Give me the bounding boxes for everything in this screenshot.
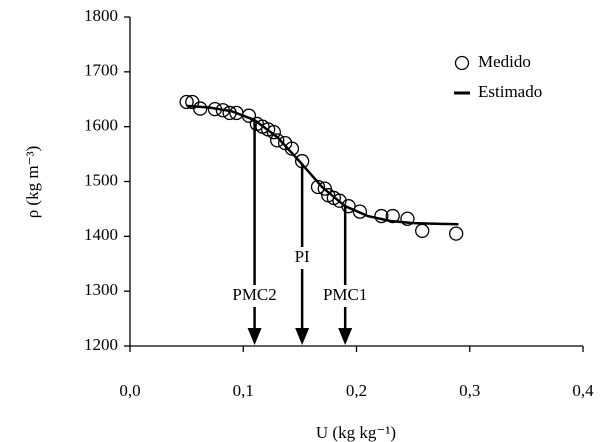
annotation-bg [289, 247, 316, 269]
y-tick-label: 1500 [84, 170, 118, 189]
annotation: PMC2 [232, 285, 276, 304]
point [374, 208, 389, 224]
point [400, 211, 415, 226]
x-axis-label: U (kg kg⁻¹) [316, 423, 396, 442]
y-tick-label: 1200 [84, 335, 118, 354]
annotation: PI [295, 247, 310, 266]
point [415, 223, 430, 239]
annotation-bg [322, 285, 369, 307]
x-tick-label: 0,3 [459, 381, 480, 400]
point [449, 226, 464, 241]
point [317, 181, 332, 196]
point [270, 133, 285, 148]
y-axis-label: ρ (kg m⁻³) [23, 146, 42, 219]
estimated-line [186, 104, 459, 226]
point [294, 154, 310, 169]
y-tick-label: 1700 [84, 61, 118, 80]
point [385, 208, 400, 224]
annotation: PMC1 [323, 285, 367, 304]
x-tick-label: 0,0 [119, 381, 140, 400]
point [341, 199, 356, 214]
arrow-head [338, 328, 353, 345]
point [179, 94, 194, 110]
y-tick-label: 1300 [84, 280, 118, 299]
legend-marker [454, 55, 470, 71]
point [284, 141, 300, 156]
y-tick-label: 1400 [84, 225, 118, 244]
x-tick-label: 0,2 [346, 381, 367, 400]
y-tick-label: 1600 [84, 116, 118, 135]
x-tick-label: 0,4 [572, 381, 594, 400]
point [352, 204, 368, 219]
annotation-bg [231, 285, 278, 307]
arrow-head [295, 328, 310, 345]
point [310, 179, 326, 195]
arrow-head [247, 328, 262, 345]
legend-label: Estimado [478, 82, 542, 101]
point [266, 124, 281, 140]
x-tick-label: 0,1 [233, 381, 254, 400]
y-tick-label: 1800 [84, 6, 118, 25]
point [193, 101, 208, 116]
legend-label: Medido [478, 52, 531, 71]
